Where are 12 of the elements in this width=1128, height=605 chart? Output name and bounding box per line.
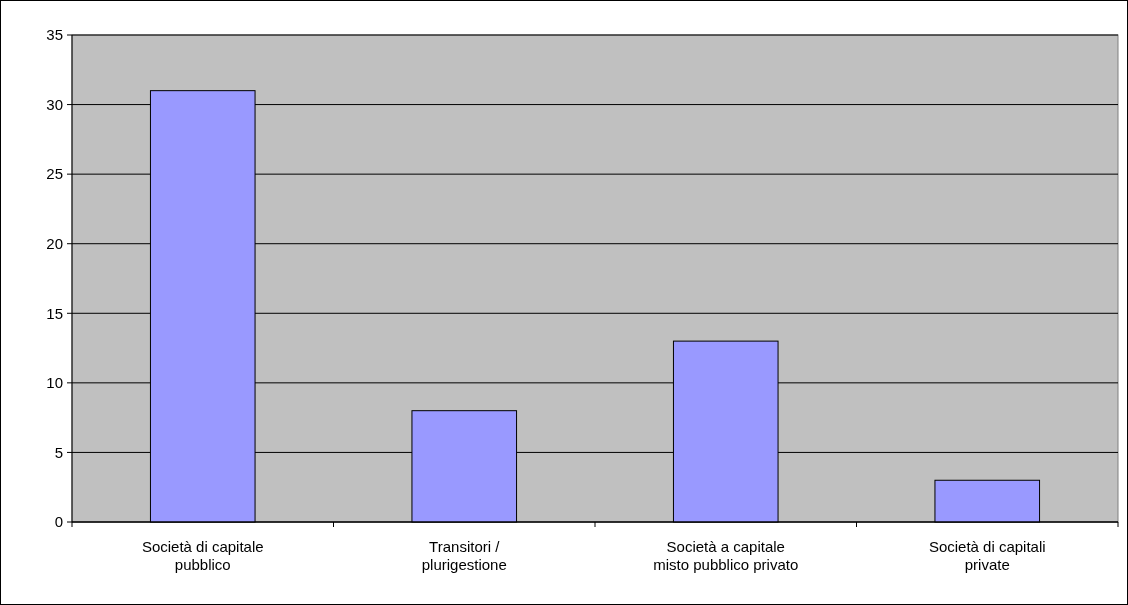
- y-tick-label: 20: [46, 234, 63, 252]
- x-tick-label: Transitori / plurigestione: [421, 538, 507, 573]
- y-tick-label: 30: [46, 95, 63, 113]
- y-tick-label: 10: [46, 374, 63, 392]
- x-tick-label: Società di capitale pubblico: [141, 538, 264, 573]
- y-tick-label: 25: [46, 165, 63, 183]
- y-tick-label: 35: [46, 26, 63, 44]
- y-tick-label: 15: [46, 304, 63, 322]
- x-tick-label: Società di capitali private: [928, 538, 1046, 573]
- y-tick-label: 0: [54, 513, 63, 531]
- x-tick-label: Società a capitale misto pubblico privato: [653, 538, 799, 573]
- y-tick-label: 5: [54, 443, 63, 461]
